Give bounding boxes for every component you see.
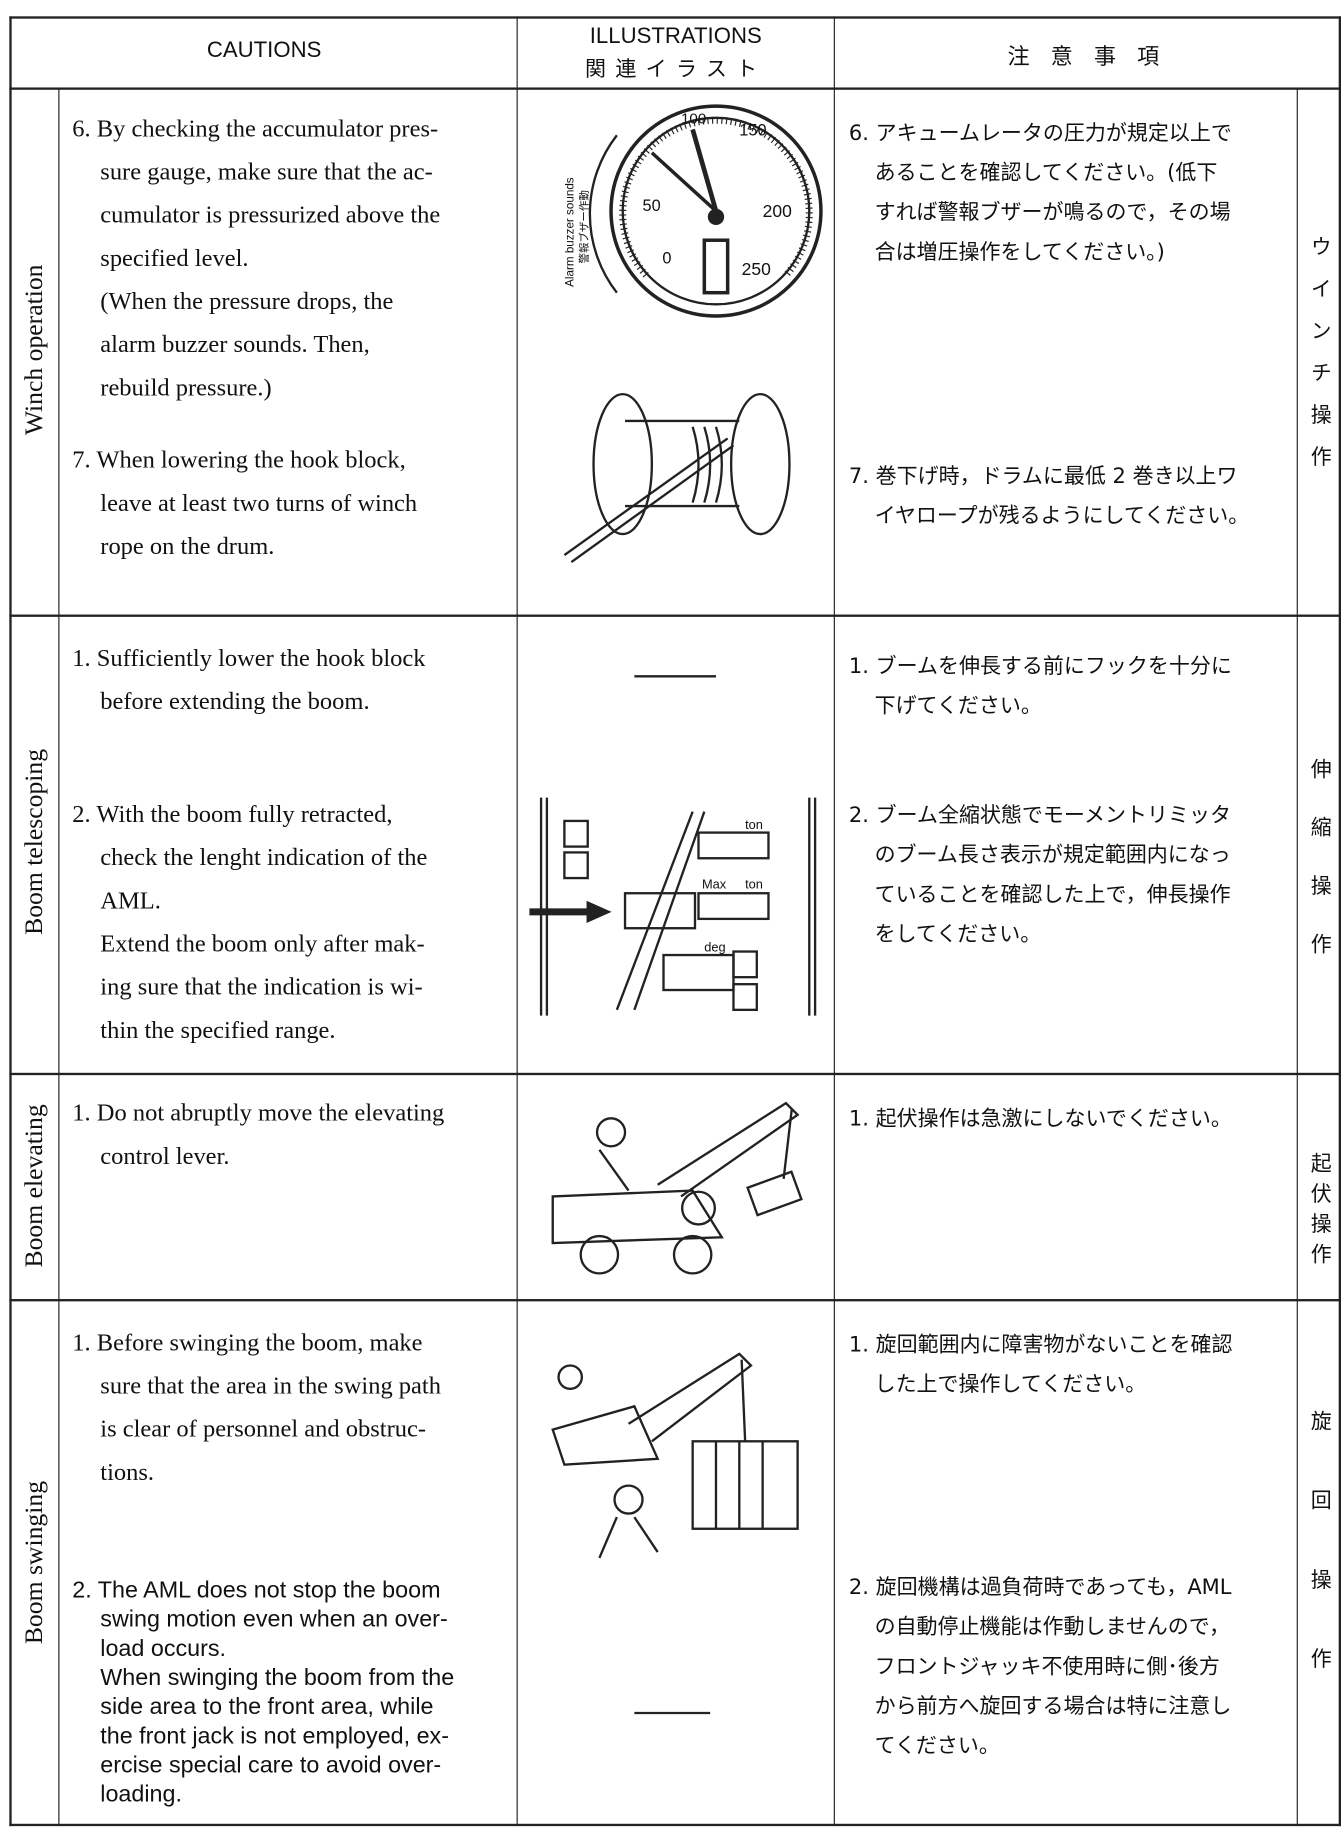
caution-text-jp: 7. 巻下げ時，ドラムに最低 2 巻き以上ワ イヤロープが残るようにしてください… — [848, 464, 1250, 529]
caution-text: 2. With the boom fully retracted, check … — [72, 799, 428, 1044]
header-illustrations: ILLUSTRATIONS — [589, 24, 762, 49]
rule — [9, 1072, 1341, 1076]
gauge-number: 200 — [763, 201, 792, 221]
section-label-jp: 旋回操作 — [1307, 1409, 1332, 1727]
crane-illustration — [551, 1352, 799, 1559]
caution-text-jp: 2. 旋回機構は過負荷時であっても，AML の自動停止機能は作動しませんので， … — [848, 1575, 1232, 1759]
caution-text: 7. When lowering the hook block, leave a… — [72, 445, 418, 560]
gauge-number: 150 — [739, 121, 766, 139]
rule — [58, 88, 60, 1827]
section-label-jp: 起伏操作 — [1307, 1152, 1332, 1274]
rule — [9, 1823, 1341, 1827]
panel-illustration: ton Max ton deg — [529, 797, 817, 1016]
panel-label: Max — [702, 877, 727, 892]
drum-illustration — [563, 392, 791, 564]
caution-text-jp: 1. ブームを伸長する前にフックを十分に 下げてください。 — [848, 654, 1232, 719]
rule — [9, 16, 12, 1827]
header-japanese: 注 意 事 項 — [1007, 44, 1167, 70]
panel-label: ton — [745, 817, 763, 832]
section-label: Boom swinging — [18, 1480, 48, 1645]
gauge-number: 0 — [662, 250, 671, 268]
gauge-illustration: 100 150 50 200 0 250 Alarm buzzer sounds… — [564, 104, 823, 318]
caution-text: 2. The AML does not stop the boom swing … — [72, 1577, 455, 1808]
gauge-caption-jp: 警報ブザー作動 — [578, 190, 591, 263]
caution-text-jp: 2. ブーム全縮状態でモーメントリミッタ のブーム長さ表示が規定範囲内になっ て… — [848, 803, 1231, 947]
panel-label: ton — [745, 877, 763, 892]
gauge-number: 50 — [643, 197, 661, 215]
section-label: Boom telescoping — [18, 748, 48, 935]
rule — [9, 614, 1341, 617]
section-label: Winch operation — [18, 264, 48, 436]
gauge-number: 250 — [742, 259, 771, 279]
rule — [516, 16, 518, 1827]
gauge-caption: Alarm buzzer sounds — [564, 177, 577, 287]
caution-text-jp: 1. 旋回範囲内に障害物がないことを確認 した上で操作してください。 — [848, 1332, 1233, 1397]
caution-text-jp: 1. 起伏操作は急激にしないでください。 — [848, 1106, 1232, 1132]
caution-text: 1. Sufficiently lower the hook block bef… — [72, 643, 426, 715]
section-label-jp: ウインチ操作 — [1307, 235, 1332, 488]
rule — [9, 87, 1341, 90]
caution-text: 6. By checking the accumulator pres- sur… — [72, 114, 441, 402]
rule — [1338, 16, 1341, 1827]
rule — [9, 1299, 1341, 1302]
caution-text: 1. Do not abruptly move the elevating co… — [72, 1098, 445, 1170]
section-label-jp: 伸縮操作 — [1307, 757, 1332, 992]
caution-text-jp: 6. アキュームレータの圧力が規定以上で あることを確認してください。(低下 す… — [848, 121, 1232, 265]
illustrations: 100 150 50 200 0 250 Alarm buzzer sounds… — [529, 104, 823, 1715]
gauge-number: 100 — [681, 111, 706, 128]
section-label: Boom elevating — [18, 1104, 48, 1268]
crane-illustration — [551, 1101, 803, 1275]
header-illustrations-jp: 関連イラスト — [584, 57, 767, 82]
rule — [9, 16, 1341, 19]
rule — [1296, 88, 1298, 1827]
header-cautions: CAUTIONS — [206, 38, 322, 63]
panel-label: deg — [704, 940, 725, 955]
rule — [833, 16, 835, 1827]
caution-text: 1. Before swinging the boom, make sure t… — [72, 1328, 441, 1486]
